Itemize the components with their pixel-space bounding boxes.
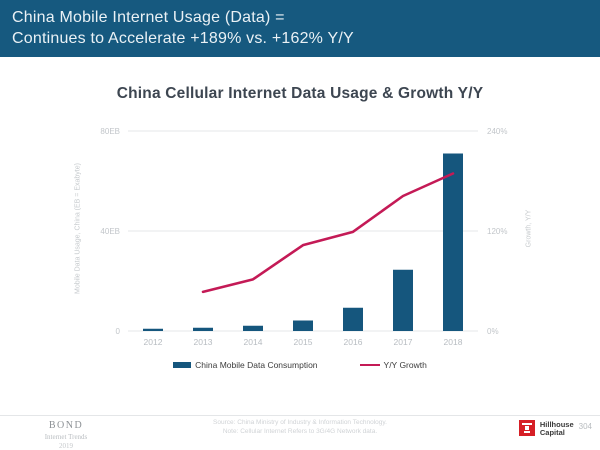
bond-logo-name: BOND: [48, 420, 84, 431]
bar-series-swatch: [173, 362, 192, 368]
left-axis-tick-0: 0: [115, 327, 120, 336]
chart-title: China Cellular Internet Data Usage & Gro…: [116, 85, 484, 102]
bond-logo-subtitle: Internet Trends: [44, 433, 88, 441]
page-number: 304: [578, 422, 592, 431]
x-axis-label-2016: 2016: [343, 337, 363, 347]
line-series-swatch: [359, 363, 380, 367]
x-axis-label-2013: 2013: [193, 337, 213, 347]
legend-item-data-consumption: China Mobile Data Consumption: [173, 360, 318, 370]
hillhouse-capital-logo: Hillhouse Capital 304: [518, 419, 592, 437]
right-axis-title: Growth, Y/Y: [525, 209, 533, 248]
hillhouse-logo-icon: [518, 420, 535, 436]
x-axis-label-2018: 2018: [443, 337, 463, 347]
bond-logo-year: 2019: [59, 442, 73, 450]
header-line-1: China Mobile Internet Usage (Data) =: [12, 9, 285, 26]
x-axis-label-2015: 2015: [293, 337, 313, 347]
slide-header: China Mobile Internet Usage (Data) = Con…: [0, 0, 600, 57]
left-axis-title: Mobile Data Usage, China (EB = Exabyte): [74, 163, 82, 294]
hillhouse-logo-text: Hillhouse Capital: [539, 420, 574, 437]
x-axis-label-2017: 2017: [393, 337, 413, 347]
x-axis-label-2012: 2012: [143, 337, 163, 347]
legend-item-growth: Y/Y Growth: [359, 360, 427, 370]
combo-chart: [128, 130, 478, 332]
header-line-2: Continues to Accelerate +189% vs. +162% …: [12, 30, 354, 47]
right-axis-tick-120: 120%: [487, 227, 508, 236]
source-line-2: Note: Cellular Internet Refers to 3G/4G …: [222, 427, 378, 435]
bond-logo: BOND Internet Trends 2019: [26, 420, 106, 450]
right-axis-tick-240: 240%: [487, 127, 508, 136]
left-axis-tick-80eb: 80EB: [100, 127, 120, 136]
footer-divider: [0, 415, 600, 416]
source-note: Source: China Ministry of Industry & Inf…: [100, 419, 500, 436]
chart-legend: China Mobile Data Consumption Y/Y Growth: [0, 360, 600, 370]
source-line-1: Source: China Ministry of Industry & Inf…: [213, 419, 387, 426]
left-axis-tick-40eb: 40EB: [100, 227, 120, 236]
right-axis-tick-0: 0%: [487, 327, 499, 336]
legend-label-growth: Y/Y Growth: [383, 360, 427, 370]
legend-label-data-consumption: China Mobile Data Consumption: [195, 360, 318, 370]
x-axis-label-2014: 2014: [243, 337, 263, 347]
